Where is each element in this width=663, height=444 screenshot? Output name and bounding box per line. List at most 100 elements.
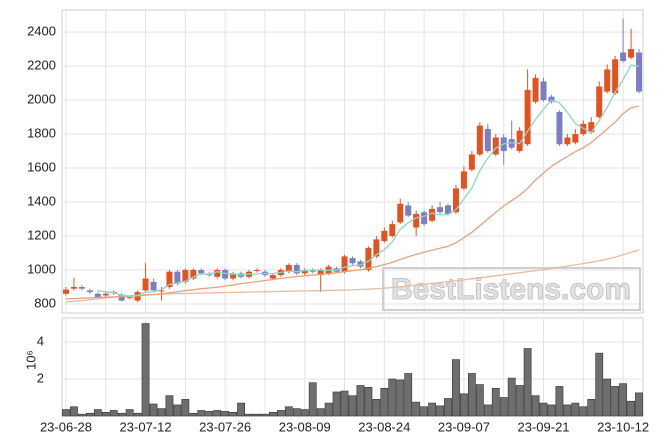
candle-body <box>397 203 404 223</box>
moving-average-line <box>65 105 640 300</box>
volume-bar <box>420 406 429 417</box>
volume-bar <box>197 410 206 417</box>
candle-body <box>190 270 197 279</box>
candle-body <box>413 213 420 228</box>
candle-body <box>620 52 627 61</box>
candle-body <box>78 286 85 289</box>
volume-bar <box>380 387 389 417</box>
candle-body <box>142 278 149 291</box>
volume-bar <box>253 413 261 417</box>
volume-bar <box>372 399 381 417</box>
volume-bar <box>237 402 245 417</box>
volume-bar <box>595 352 604 417</box>
volume-bar <box>77 413 86 417</box>
candle-body <box>341 256 348 272</box>
candle-body <box>285 264 292 272</box>
x-tick-label: 23-07-12 <box>120 419 172 434</box>
candle-body <box>612 59 619 94</box>
y-tick-label: 2400 <box>27 24 56 39</box>
candle-body <box>636 52 643 92</box>
candle-body <box>381 230 388 242</box>
volume-bar <box>555 386 564 417</box>
candle-body <box>421 212 428 225</box>
candle-body <box>468 154 475 170</box>
volume-bar <box>269 412 277 417</box>
candle-body <box>445 205 452 214</box>
x-tick-label: 23-10-12 <box>597 419 649 434</box>
volume-bar <box>364 387 373 417</box>
grid <box>62 10 643 416</box>
y-tick-label: 4 <box>37 333 44 348</box>
volume-bar <box>523 348 532 417</box>
candle-body <box>540 81 547 101</box>
candle-body <box>429 208 436 221</box>
volume-bar <box>499 397 508 417</box>
volume-bar <box>563 404 572 417</box>
candle-body <box>572 134 579 143</box>
candle-body <box>198 270 205 274</box>
volume-bar <box>619 383 628 417</box>
candle-body <box>484 128 491 152</box>
volume-bar <box>85 412 94 417</box>
volume-bar <box>284 406 293 417</box>
volume-bar <box>571 402 580 417</box>
y-tick-label: 2200 <box>27 58 56 73</box>
volume-bar <box>428 402 436 417</box>
volume-bar <box>539 402 548 417</box>
volume-bar <box>109 410 118 417</box>
volume-bar <box>300 409 309 417</box>
watermark-box <box>382 267 641 311</box>
volume-bar <box>332 391 341 417</box>
candle-body <box>628 49 635 58</box>
volume-bar <box>531 395 540 417</box>
volume-bar <box>444 398 452 417</box>
volume-bar <box>475 384 484 417</box>
volume-bar <box>356 385 365 417</box>
candle-body <box>437 207 444 213</box>
volume-bar <box>467 373 476 417</box>
volume-bar <box>547 404 556 417</box>
volume-bar <box>483 404 492 417</box>
candle-body <box>548 96 555 102</box>
candle-body <box>214 270 221 277</box>
volume-bar <box>603 378 612 417</box>
volume-bar <box>396 379 405 417</box>
candle-body <box>357 261 364 267</box>
volume-bar <box>436 405 444 417</box>
y-tick-label: 2 <box>37 370 44 385</box>
candle-body <box>373 239 380 257</box>
volume-bar <box>70 406 78 417</box>
volume-bar <box>587 399 596 417</box>
volume-bar <box>579 406 588 417</box>
candle-body <box>556 111 563 145</box>
candle-body <box>70 286 77 289</box>
x-tick-label: 23-07-26 <box>199 419 251 434</box>
volume-bar <box>412 401 421 417</box>
volume-bar <box>141 323 150 417</box>
candle-body <box>62 289 69 294</box>
candle-body <box>150 281 157 291</box>
x-tick-label: 23-09-07 <box>438 419 490 434</box>
x-tick-label: 23-08-09 <box>279 419 331 434</box>
candle-body <box>126 297 133 299</box>
candle-body <box>94 293 101 298</box>
candle-body <box>460 171 467 189</box>
volume-bar <box>189 412 198 417</box>
volume-bar <box>388 378 397 417</box>
volume-bar <box>157 408 166 417</box>
candle-body <box>389 224 396 237</box>
y-tick-label: 800 <box>34 295 56 310</box>
candle-body <box>86 290 93 293</box>
candle-body <box>516 130 523 152</box>
volume-bar <box>515 385 524 417</box>
volume-bar <box>316 408 325 417</box>
candle-body <box>230 273 237 279</box>
volume-bar <box>324 402 333 417</box>
volume-bar <box>125 409 134 417</box>
candle-body <box>492 137 499 155</box>
volume-bar <box>221 411 230 417</box>
volume-bar <box>133 412 142 417</box>
y-tick-label: 1400 <box>27 193 56 208</box>
volume-bar <box>181 399 190 417</box>
volume-bar <box>308 382 317 417</box>
